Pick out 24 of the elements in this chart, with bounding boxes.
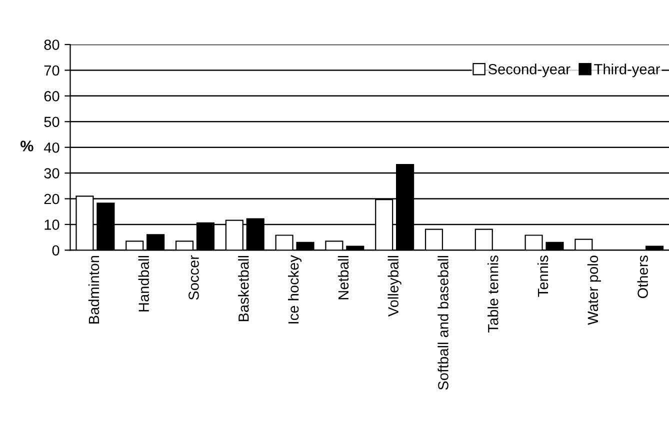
y-tick-label: 40 bbox=[44, 142, 60, 153]
x-tick-label: Volleyball bbox=[388, 256, 402, 317]
y-tick-label: 30 bbox=[44, 168, 60, 178]
x-tick-label: Water polo bbox=[587, 256, 601, 325]
x-tick-label: Ice hockey bbox=[288, 255, 302, 324]
legend-label: Third-year bbox=[594, 64, 660, 78]
x-tick-label: Basketball bbox=[238, 256, 249, 322]
y-tick-label: 80 bbox=[44, 40, 60, 50]
x-tick-label: Softball and baseball bbox=[438, 256, 448, 390]
y-tick-label: 20 bbox=[44, 194, 60, 204]
legend-label: Second-year bbox=[488, 64, 570, 78]
x-tick-label: Handball bbox=[138, 256, 150, 312]
x-tick-label: Table tennis bbox=[488, 256, 498, 333]
x-tick-label: Others bbox=[637, 256, 648, 298]
x-tick-label: Netball bbox=[338, 256, 349, 300]
x-tick-label: Tennis bbox=[537, 256, 548, 297]
x-tick-label: Badminton bbox=[88, 256, 100, 324]
y-tick-label: 10 bbox=[44, 220, 60, 230]
y-tick-label: 0 bbox=[52, 245, 60, 256]
y-tick-label: 70 bbox=[44, 65, 60, 76]
y-tick-label: 50 bbox=[44, 116, 60, 128]
x-tick-label: Soccer bbox=[188, 255, 199, 300]
y-axis-title: % bbox=[20, 140, 34, 152]
y-tick-label: 60 bbox=[44, 91, 60, 102]
